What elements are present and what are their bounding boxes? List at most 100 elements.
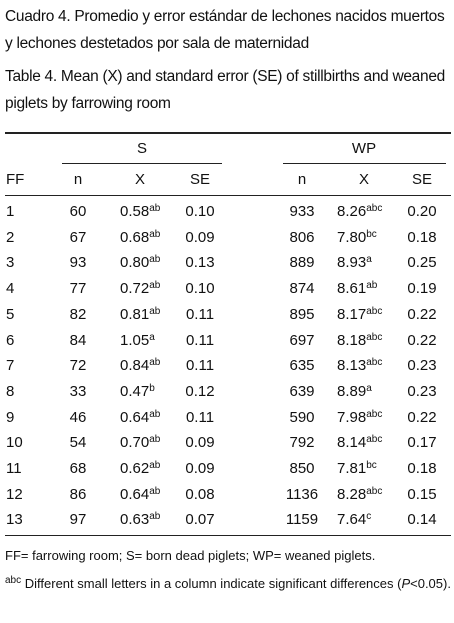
mean: 0.58 (120, 203, 150, 220)
row-label: 13 (6, 511, 23, 529)
footnote: FF= farrowing room; S= born dead piglets… (5, 548, 376, 563)
cell-n: 850 (289, 460, 315, 477)
letters: ab (149, 434, 161, 446)
cell-n: 72 (69, 357, 87, 375)
cell-se: 0.09 (185, 228, 215, 246)
cell-n: 639 (289, 382, 315, 400)
cell-mean: 0.70ab (120, 434, 160, 452)
letters: a (366, 254, 372, 266)
row-label: 9 (6, 408, 15, 426)
footnote-text: Different small letters in a column indi… (24, 576, 402, 591)
cell-mean: 8.89a (337, 383, 372, 401)
cell-mean: 0.64ab (120, 409, 160, 427)
cell-n: 82 (69, 305, 87, 323)
group-header: WP (351, 140, 377, 157)
cell-n: 77 (69, 280, 87, 298)
cell-se: 0.18 (407, 228, 437, 246)
mean: 0.81 (120, 305, 150, 323)
cell-n: 1136 (285, 485, 319, 503)
letters: ab (149, 408, 161, 420)
mean: 8.18 (337, 331, 367, 349)
cell-n: 697 (289, 331, 315, 349)
cell-se: 0.20 (407, 203, 437, 220)
mean: 8.26 (337, 203, 367, 220)
cell-n: 806 (289, 228, 315, 246)
cell-mean: 7.98abc (337, 409, 382, 427)
row-label: 5 (6, 305, 15, 323)
mean: 0.68 (120, 228, 150, 246)
cell-n: 54 (69, 434, 87, 452)
cell-n: 86 (69, 485, 87, 503)
mean: 7.64 (337, 511, 367, 529)
column-header: X (134, 171, 145, 188)
letters: bc (366, 460, 377, 471)
row-label: 12 (6, 485, 23, 503)
cell-n: 895 (289, 305, 315, 323)
mean: 8.13 (337, 357, 367, 375)
mean: 7.98 (337, 408, 367, 426)
mean: 8.93 (337, 254, 367, 272)
cell-mean: 0.72ab (120, 280, 160, 298)
cell-se: 0.23 (407, 357, 437, 375)
mean: 0.62 (120, 460, 150, 477)
cell-mean: 0.68ab (120, 229, 160, 247)
caption-spanish: Cuadro 4. Promedio y error estándar de l… (5, 8, 445, 52)
cell-mean: 7.80bc (337, 229, 377, 247)
mean: 0.80 (120, 254, 150, 272)
mean: 8.14 (337, 434, 367, 452)
row-label: 2 (6, 228, 15, 246)
cell-mean: 0.63ab (120, 511, 160, 529)
letters: bc (366, 228, 377, 240)
letters: ab (149, 203, 161, 214)
cell-mean: 8.93a (337, 254, 372, 272)
cell-n: 84 (69, 331, 87, 349)
top-rule (5, 132, 451, 134)
cell-se: 0.11 (185, 357, 215, 375)
cell-se: 0.10 (185, 280, 215, 298)
cell-n: 68 (69, 460, 87, 477)
mean: 0.64 (120, 485, 150, 503)
cell-mean: 0.80ab (120, 254, 160, 272)
group-rule (283, 163, 446, 164)
cell-se: 0.08 (185, 485, 215, 503)
row-label: 7 (6, 357, 15, 375)
cell-se: 0.22 (407, 331, 437, 349)
cell-mean: 0.81ab (120, 306, 160, 324)
caption-english: Table 4. Mean (X) and standard error (SE… (5, 68, 445, 112)
letters: b (149, 382, 155, 394)
cell-se: 0.17 (407, 434, 437, 452)
letters: c (366, 511, 372, 523)
cell-mean: 8.17abc (337, 306, 382, 324)
letters: abc (366, 485, 383, 497)
footnote-text: <0.05). (410, 576, 451, 591)
mean: 0.64 (120, 408, 150, 426)
row-label: 8 (6, 382, 15, 400)
letters: ab (149, 357, 161, 369)
mean: 8.61 (337, 280, 367, 298)
cell-se: 0.07 (185, 511, 215, 529)
cell-mean: 8.61ab (337, 280, 377, 298)
cell-mean: 0.64ab (120, 486, 160, 504)
cell-se: 0.11 (185, 408, 215, 426)
letters: ab (149, 511, 161, 523)
group-header: S (136, 140, 147, 157)
letters: abc (366, 305, 383, 317)
cell-se: 0.09 (185, 460, 215, 477)
letters: ab (366, 280, 378, 292)
cell-se: 0.13 (185, 254, 215, 272)
row-label: 11 (6, 460, 22, 477)
letters: a (366, 382, 372, 394)
cell-mean: 7.64c (337, 511, 371, 529)
cell-n: 93 (69, 254, 87, 272)
letters: ab (149, 460, 161, 471)
mean: 0.84 (120, 357, 150, 375)
cell-n: 933 (289, 203, 315, 220)
column-header: SE (411, 171, 432, 188)
mean: 0.63 (120, 511, 150, 529)
letters: abc (366, 357, 383, 369)
letters: ab (149, 280, 161, 292)
mean: 0.47 (120, 382, 150, 400)
cell-mean: 8.13abc (337, 357, 382, 375)
row-label: 10 (6, 434, 23, 452)
group-rule (62, 163, 222, 164)
